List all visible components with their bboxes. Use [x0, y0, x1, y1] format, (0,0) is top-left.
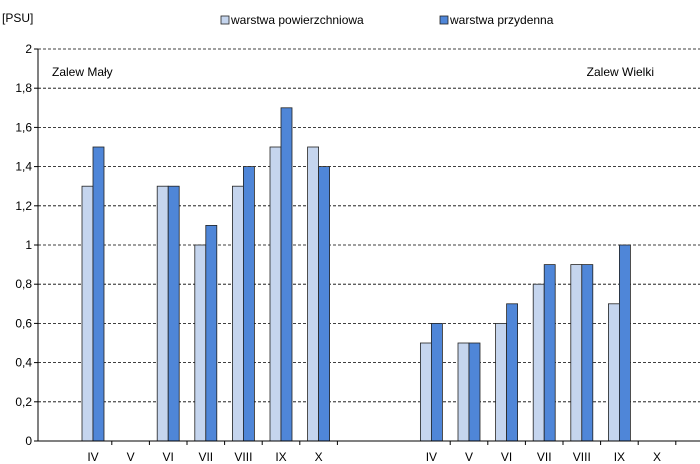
bar: [205, 224, 218, 442]
bar: [318, 166, 331, 442]
x-tick-label: IV: [87, 450, 98, 464]
bar: [608, 303, 620, 442]
y-tick-label: 1,6: [15, 120, 32, 134]
x-tick-label: IX: [275, 450, 286, 464]
legend: warstwa powierzchniowa warstwa przydenna: [220, 13, 554, 27]
bar: [167, 185, 180, 442]
y-axis-label: [PSU]: [2, 11, 33, 25]
legend-swatch-surface: [220, 15, 230, 25]
y-tick-label: 0,2: [15, 395, 32, 409]
y-tick-label: 0: [25, 434, 32, 448]
bar: [543, 264, 556, 442]
label-layer: [PSU] Zalew Mały Zalew Wielki: [2, 11, 654, 79]
x-tick-label: X: [315, 450, 323, 464]
bar: [231, 185, 244, 442]
y-tick-label: 1: [25, 238, 32, 252]
axis-layer: 0 0,2 0,4 0,6 0,8 1 1,2 1,4 1,6 1,8 2 IV V VI VII VIII I…: [15, 42, 700, 464]
x-tick-label: V: [465, 450, 473, 464]
legend-label-bottom: warstwa przydenna: [449, 13, 554, 27]
x-tick-label: VII: [537, 450, 552, 464]
x-tick-label: VI: [163, 450, 174, 464]
bar: [419, 342, 432, 442]
y-tick-label: 0,8: [15, 277, 32, 291]
bar: [495, 322, 508, 442]
group-label-zalew-wielki: Zalew Wielki: [587, 65, 654, 79]
x-tick-label: VII: [198, 450, 213, 464]
x-tick-label: IX: [614, 450, 625, 464]
bars-layer: [81, 107, 631, 442]
y-tick-label: 2: [25, 42, 32, 56]
bar: [570, 264, 583, 442]
bar: [156, 185, 169, 442]
bar: [430, 322, 443, 442]
group-label-zalew-maly: Zalew Mały: [52, 65, 113, 79]
legend-swatch-bottom: [439, 15, 449, 25]
x-tick-label: X: [653, 450, 661, 464]
bar: [269, 146, 282, 442]
bar: [532, 283, 545, 442]
bar: [468, 342, 481, 442]
bar: [581, 264, 594, 442]
bar: [81, 185, 94, 442]
x-tick-label: V: [127, 450, 135, 464]
bar: [506, 303, 519, 442]
y-tick-label: 0,4: [15, 356, 32, 370]
bar: [280, 107, 293, 442]
y-tick-label: 1,8: [15, 81, 32, 95]
y-tick-label: 0,6: [15, 316, 32, 330]
x-tick-label: VI: [501, 450, 512, 464]
legend-label-surface: warstwa powierzchniowa: [230, 13, 364, 27]
bar: [307, 146, 320, 442]
bar: [194, 244, 207, 442]
bar: [457, 342, 470, 442]
x-tick-label: VIII: [573, 450, 591, 464]
y-tick-label: 1,2: [15, 199, 32, 213]
x-tick-label: VIII: [234, 450, 252, 464]
bar: [619, 244, 631, 442]
bar: [92, 146, 105, 442]
x-tick-label: IV: [426, 450, 437, 464]
bar: [242, 166, 255, 442]
y-tick-label: 1,4: [15, 160, 32, 174]
grid-layer: [38, 48, 700, 403]
